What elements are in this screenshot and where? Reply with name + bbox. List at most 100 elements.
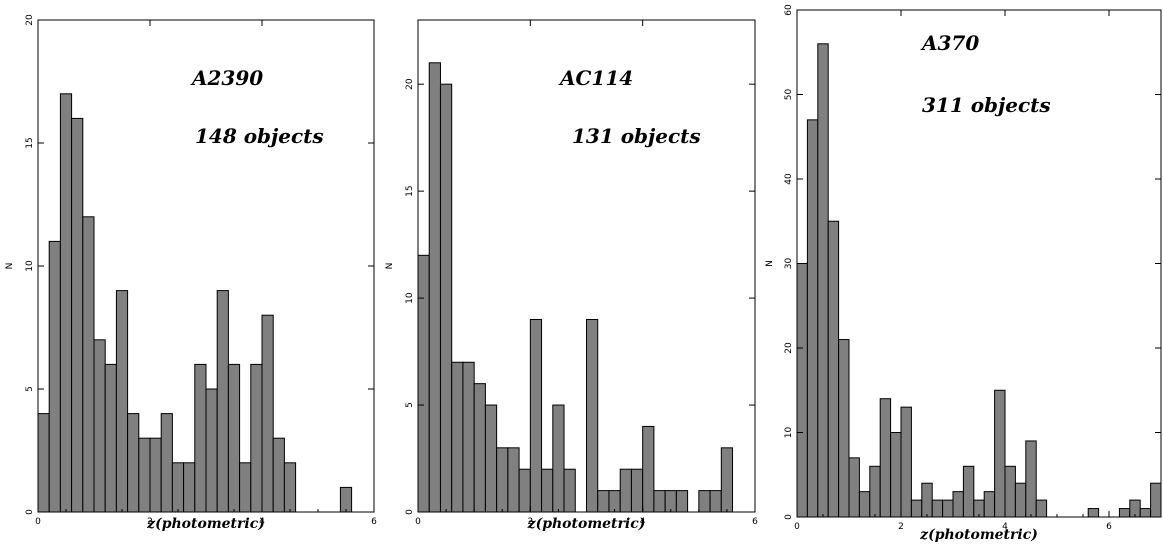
y-tick-label: 5 bbox=[405, 402, 415, 408]
x-axis-title: z(photometric) bbox=[146, 516, 265, 532]
y-tick-label: 20 bbox=[784, 342, 794, 354]
x-tick-label: 2 bbox=[147, 517, 153, 527]
histogram-bar bbox=[272, 437, 285, 513]
histogram-bar bbox=[858, 491, 871, 518]
plot-frame bbox=[796, 9, 1162, 518]
histogram-bar bbox=[931, 499, 944, 518]
y-tick-label: 20 bbox=[25, 14, 35, 26]
histogram-bar bbox=[1118, 508, 1131, 518]
object-count-label: 131 objects bbox=[572, 124, 701, 148]
cluster-name-label: A370 bbox=[920, 31, 979, 55]
histogram-bar bbox=[942, 499, 954, 518]
object-count-label: 311 objects bbox=[922, 93, 1051, 117]
histogram-bar bbox=[994, 389, 1006, 518]
x-tick-label: 0 bbox=[794, 522, 800, 532]
histogram-bar bbox=[451, 361, 464, 513]
cluster-name-label: AC114 bbox=[558, 66, 633, 90]
histogram-bar bbox=[93, 339, 106, 513]
histogram-bar bbox=[250, 363, 263, 513]
histogram-bar bbox=[227, 363, 241, 513]
histogram-bar bbox=[1004, 465, 1016, 518]
y-tick-label: 15 bbox=[405, 185, 415, 196]
histogram-bar bbox=[473, 383, 486, 513]
histogram-bar bbox=[675, 490, 689, 513]
histogram-bar bbox=[563, 468, 576, 513]
histogram-bar bbox=[149, 437, 162, 513]
histogram-bar bbox=[417, 254, 430, 513]
histogram-bar bbox=[817, 43, 829, 518]
histogram-bar bbox=[921, 482, 933, 518]
x-tick-label: 2 bbox=[527, 517, 533, 527]
y-tick-label: 15 bbox=[25, 137, 35, 148]
y-tick-label: 30 bbox=[784, 258, 794, 270]
histogram-bar bbox=[484, 404, 498, 513]
histogram-bar bbox=[160, 413, 173, 513]
histogram-bar bbox=[37, 413, 50, 513]
histogram-bar bbox=[529, 318, 543, 513]
histogram-bar bbox=[879, 398, 892, 518]
histogram-bar bbox=[194, 363, 207, 513]
histogram-bar bbox=[439, 83, 453, 513]
x-tick-label: 0 bbox=[415, 517, 421, 527]
histogram-bar bbox=[653, 490, 666, 513]
histogram-bar bbox=[339, 486, 353, 513]
histogram-bar bbox=[848, 457, 860, 518]
histogram-bar bbox=[462, 361, 475, 513]
x-tick-label: 4 bbox=[1002, 522, 1008, 532]
histogram-bar bbox=[171, 462, 185, 513]
histogram-bar bbox=[1087, 508, 1100, 518]
histogram-bar bbox=[82, 216, 95, 513]
histogram-bar bbox=[127, 413, 140, 513]
histogram-bar bbox=[952, 491, 964, 518]
x-tick-label: 4 bbox=[640, 517, 646, 527]
histogram-bar bbox=[869, 465, 881, 518]
histogram-bar bbox=[59, 93, 73, 513]
y-axis-title: N bbox=[765, 260, 775, 267]
chart-panel-1: 0 2 4 6 0 5 10 15 20 z(photometric) N A2390 148 obje… bbox=[5, 14, 377, 532]
histogram-bar bbox=[48, 240, 61, 513]
y-tick-label: 0 bbox=[784, 514, 794, 520]
histogram-bar bbox=[962, 465, 975, 518]
histogram-bar bbox=[597, 490, 610, 513]
x-axis-title: z(photometric) bbox=[527, 516, 646, 532]
chart-panel-3: 0 2 4 60102030405060z(photometric)NA370311 … bbox=[765, 4, 1162, 543]
histogram-bar bbox=[1139, 508, 1152, 518]
histogram-bar bbox=[983, 491, 996, 518]
x-tick-label: 6 bbox=[752, 517, 758, 527]
histogram-bar bbox=[541, 468, 554, 513]
histogram-bar bbox=[205, 388, 218, 513]
histogram-bar bbox=[796, 263, 808, 518]
x-tick-label: 0 bbox=[35, 517, 41, 527]
histogram-bar bbox=[709, 490, 722, 513]
x-axis-title: z(photometric) bbox=[919, 527, 1038, 543]
histogram-bar bbox=[138, 437, 151, 513]
histogram-bar bbox=[518, 468, 531, 513]
histogram-bar bbox=[827, 220, 840, 518]
histogram-bar bbox=[619, 468, 632, 513]
histogram-bar bbox=[428, 62, 441, 513]
histogram-bar bbox=[507, 447, 520, 513]
x-tick-label: 6 bbox=[371, 517, 377, 527]
y-tick-label: 0 bbox=[25, 509, 35, 515]
x-tick-label: 4 bbox=[259, 517, 265, 527]
y-tick-label: 10 bbox=[784, 427, 794, 439]
chart-panel-2: 0 2 4 6 0 5 10 15 20 z(photometric) N AC114 131 obje… bbox=[385, 19, 758, 532]
histogram-bar bbox=[261, 314, 274, 513]
histogram-bar bbox=[900, 406, 912, 518]
histogram-bar bbox=[183, 462, 196, 513]
y-tick-label: 50 bbox=[784, 89, 794, 101]
y-tick-label: 20 bbox=[405, 78, 415, 90]
histogram-bar bbox=[104, 363, 117, 513]
histogram-bar bbox=[698, 490, 711, 513]
histogram-bar bbox=[239, 462, 252, 513]
histogram-bar bbox=[1014, 482, 1027, 518]
y-tick-label: 5 bbox=[25, 386, 35, 392]
histogram-bar bbox=[910, 499, 923, 518]
y-tick-label: 10 bbox=[405, 292, 415, 304]
y-axis-title: N bbox=[5, 263, 15, 270]
histogram-bar bbox=[115, 290, 129, 513]
histogram-bar bbox=[586, 318, 599, 513]
histogram-bar bbox=[806, 119, 819, 518]
cluster-name-label: A2390 bbox=[190, 66, 263, 90]
